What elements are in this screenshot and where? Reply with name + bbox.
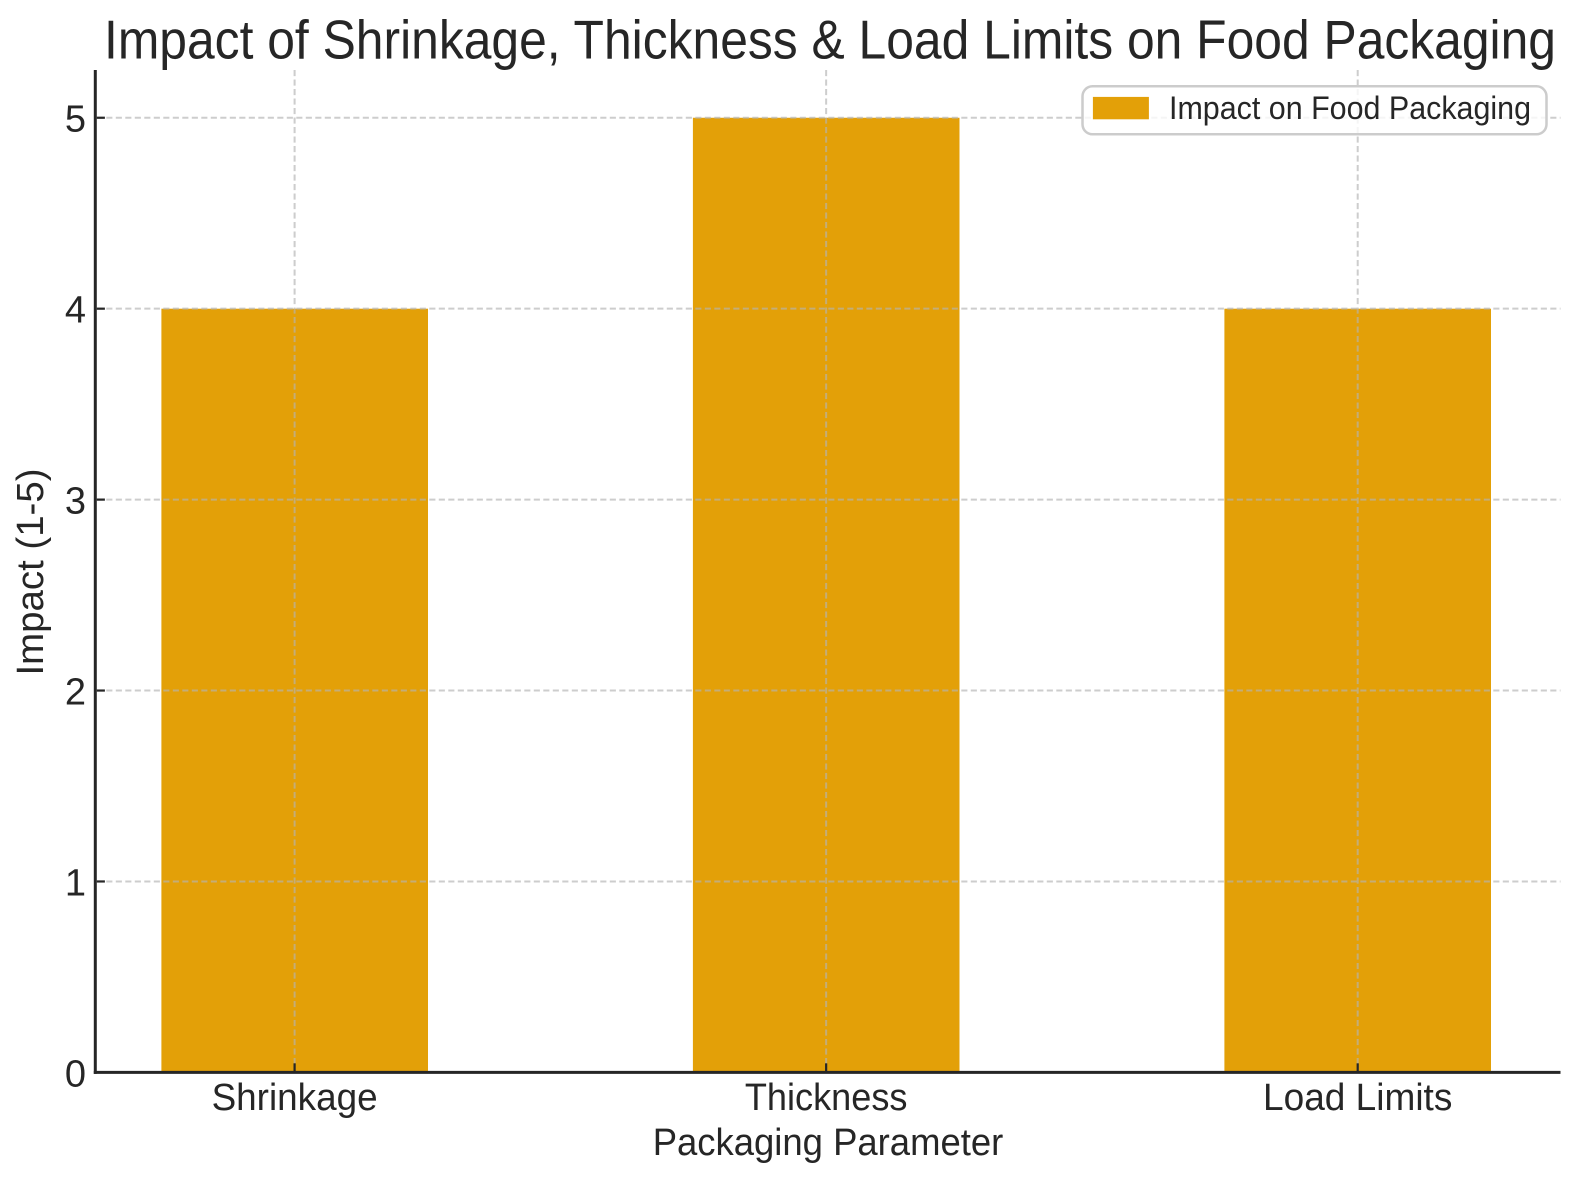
svg-text:Thickness: Thickness: [745, 1077, 908, 1119]
svg-text:Impact on Food Packaging: Impact on Food Packaging: [1169, 90, 1531, 126]
svg-text:4: 4: [65, 290, 86, 332]
svg-text:2: 2: [65, 671, 86, 713]
svg-text:Packaging Parameter: Packaging Parameter: [653, 1122, 1004, 1164]
svg-text:Load Limits: Load Limits: [1263, 1077, 1452, 1119]
svg-text:3: 3: [65, 481, 86, 523]
svg-text:1: 1: [65, 862, 86, 904]
svg-text:Impact of Shrinkage, Thickness: Impact of Shrinkage, Thickness & Load Li…: [104, 9, 1556, 71]
svg-text:Shrinkage: Shrinkage: [212, 1077, 378, 1119]
svg-text:Impact (1-5): Impact (1-5): [10, 469, 52, 676]
svg-text:0: 0: [65, 1053, 86, 1095]
svg-text:5: 5: [65, 99, 86, 141]
